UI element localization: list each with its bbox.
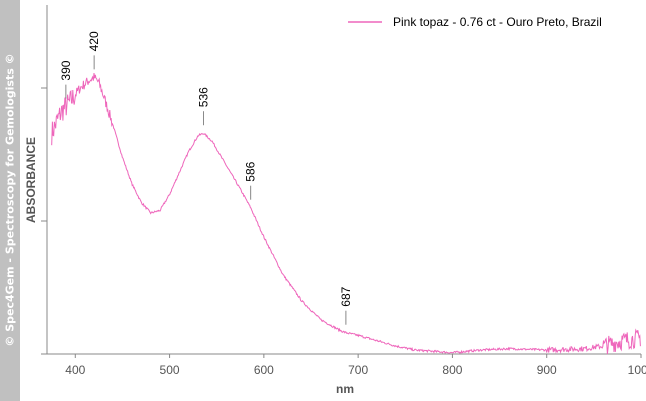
x-tick-label: 600 (254, 363, 274, 377)
peak-label: 420 (87, 31, 101, 51)
watermark-sidebar: © Spec4Gem - Spectroscopy for Gemologist… (0, 0, 20, 401)
series-line (51, 73, 641, 355)
peak-annotations: 390 420 536 586 687 (59, 31, 353, 325)
legend-label: Pink topaz - 0.76 ct - Ouro Preto, Brazi… (393, 15, 602, 29)
peak-label: 536 (197, 87, 211, 107)
y-ticks (41, 87, 47, 355)
x-tick-label: 500 (160, 363, 180, 377)
peak-label: 390 (59, 60, 73, 80)
x-tick-label: 700 (348, 363, 368, 377)
x-tick-label: 400 (65, 363, 85, 377)
x-tick-label: 800 (442, 363, 462, 377)
x-ticks: 400 500 600 700 800 900 1000 (65, 354, 646, 377)
axes (46, 5, 641, 355)
peak-label: 586 (244, 161, 258, 181)
y-axis-title: ABSORBANCE (24, 137, 38, 223)
x-tick-label: 1000 (628, 363, 646, 377)
legend: Pink topaz - 0.76 ct - Ouro Preto, Brazi… (348, 15, 602, 29)
series-layer (51, 73, 641, 355)
peak-label: 687 (339, 286, 353, 306)
x-axis-title: nm (336, 382, 354, 396)
x-tick-label: 900 (537, 363, 557, 377)
